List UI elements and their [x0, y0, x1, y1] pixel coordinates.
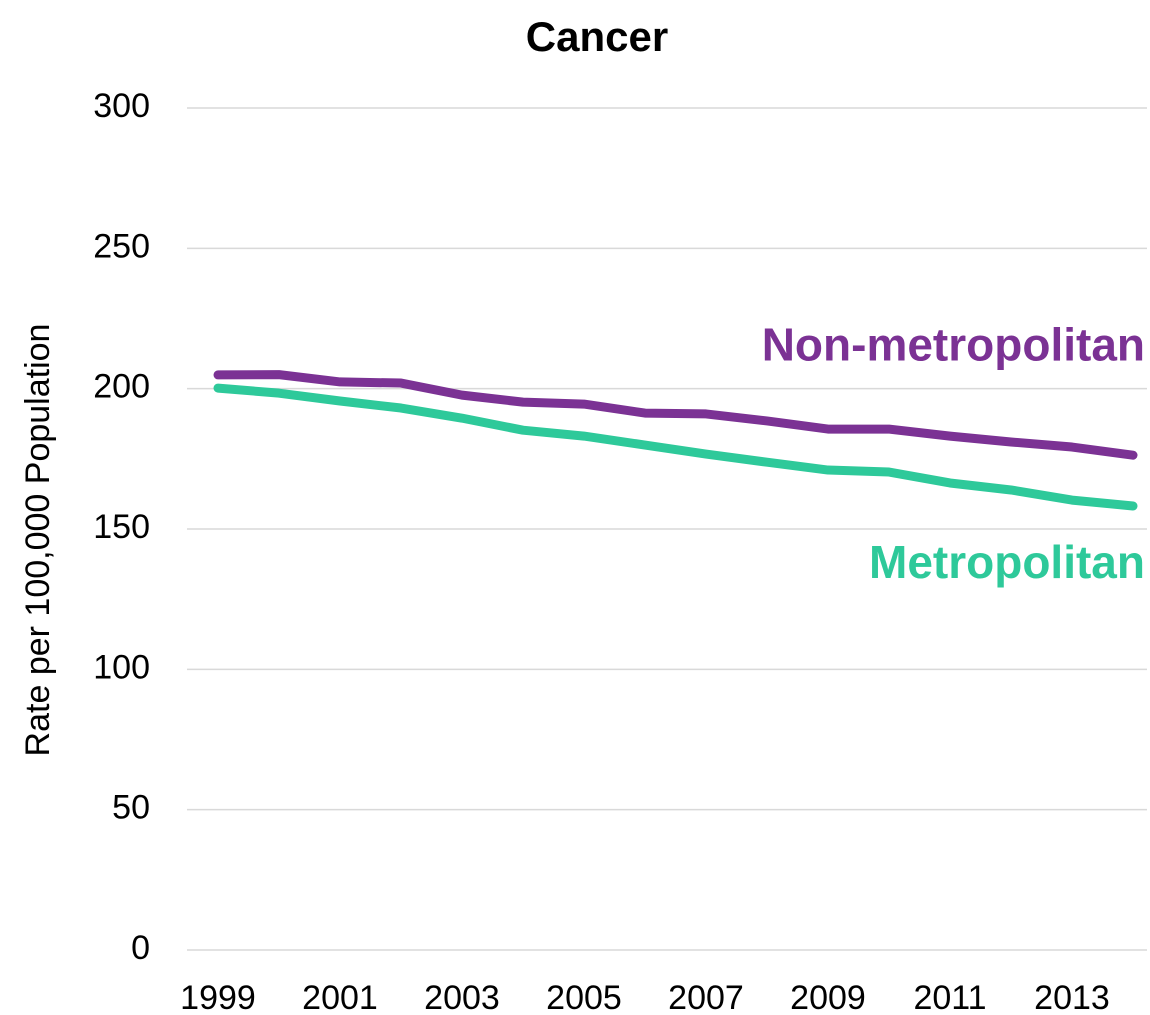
series-label: Metropolitan — [869, 536, 1145, 588]
y-tick-label: 50 — [112, 789, 150, 827]
y-tick-label: 150 — [93, 508, 150, 546]
y-axis-label: Rate per 100,000 Population — [19, 324, 57, 757]
chart-title: Cancer — [526, 13, 668, 60]
y-tick-label: 100 — [93, 648, 150, 686]
y-tick-label: 300 — [93, 87, 150, 125]
x-tick-label: 2011 — [913, 979, 986, 1015]
x-tick-label: 1999 — [180, 979, 256, 1015]
y-tick-label: 200 — [93, 368, 150, 406]
x-tick-label: 2001 — [302, 979, 378, 1015]
series-label: Non-metropolitan — [762, 318, 1145, 370]
series-line — [213, 370, 1138, 460]
x-tick-label: 2007 — [668, 979, 744, 1015]
x-tick-label: 2003 — [424, 979, 500, 1015]
y-tick-label: 0 — [131, 929, 150, 967]
series-line — [213, 383, 1138, 511]
x-tick-label: 2005 — [546, 979, 622, 1015]
x-tick-label: 2009 — [790, 979, 866, 1015]
y-tick-label: 250 — [93, 227, 150, 265]
x-tick-label: 2013 — [1034, 979, 1110, 1015]
